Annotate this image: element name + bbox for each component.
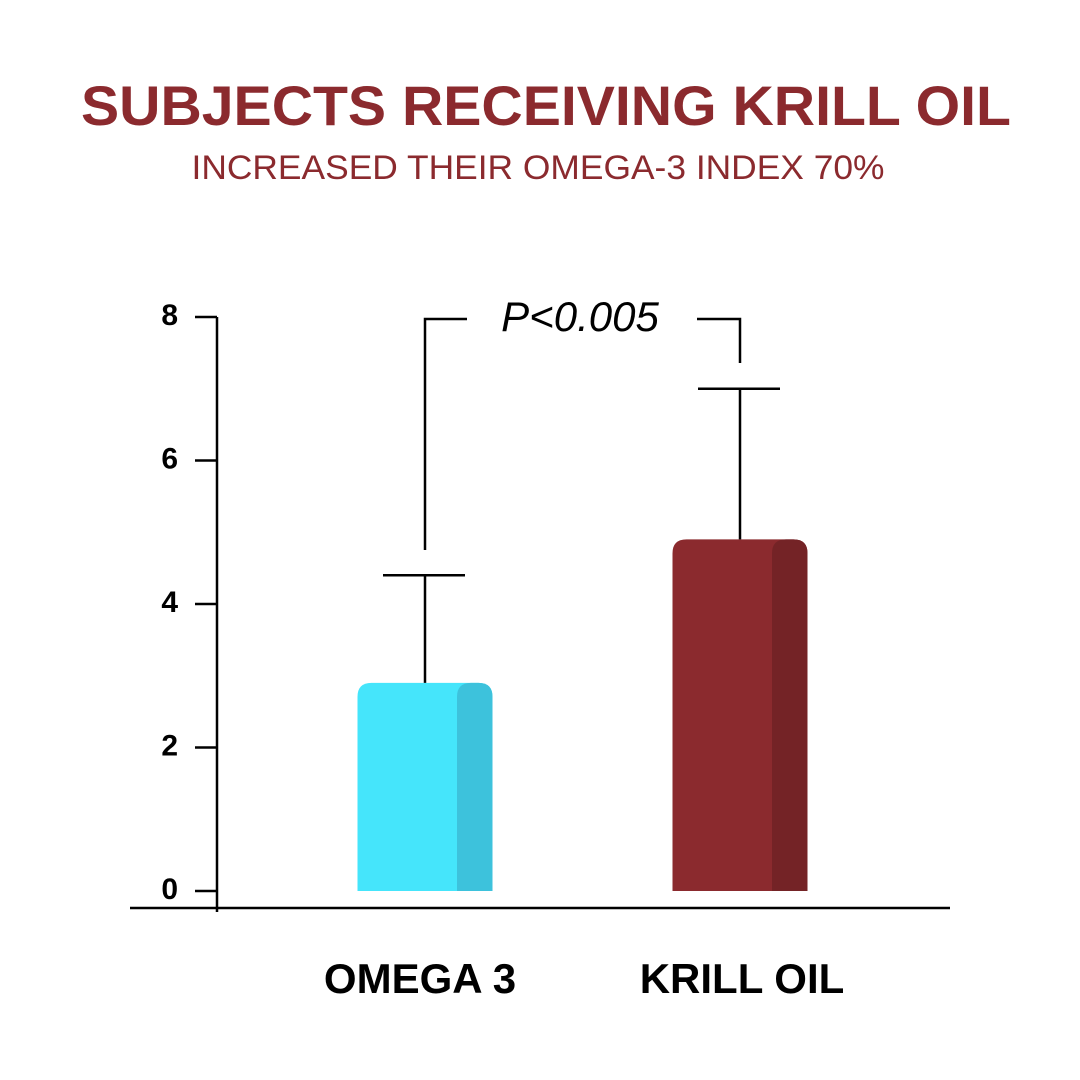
chart-subtitle: INCREASED THEIR OMEGA-3 INDEX 70% <box>192 149 885 187</box>
annotation: P<0.005 <box>501 293 659 340</box>
chart-title: SUBJECTS RECEIVING KRILL OIL <box>81 74 1011 137</box>
y-tick-label: 8 <box>161 299 178 332</box>
bar-shade <box>457 682 493 891</box>
y-tick-label: 6 <box>161 442 178 475</box>
significance-bracket <box>697 317 742 363</box>
x-tick-label: KRILL OIL <box>640 955 845 1002</box>
bar-shade <box>772 539 808 891</box>
error-bar <box>698 387 780 540</box>
error-bar <box>383 574 465 683</box>
x-tick-label: OMEGA 3 <box>324 955 516 1002</box>
y-tick-label: 4 <box>161 586 178 619</box>
y-tick-label: 2 <box>161 729 178 762</box>
y-tick-label: 0 <box>161 873 178 906</box>
significance-bracket <box>423 317 467 550</box>
